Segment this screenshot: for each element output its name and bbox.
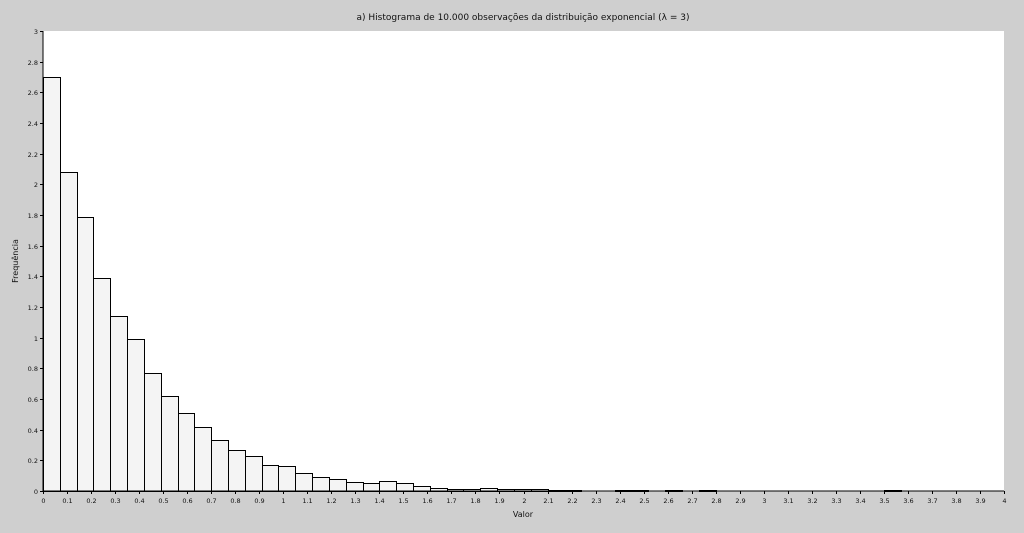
x-tick-label: 3.6 [903,497,913,505]
histogram-bar [194,427,212,492]
x-tick-label: 1.6 [422,497,432,505]
histogram-bar [396,483,414,492]
y-tick-label: 0.2 [28,457,38,465]
histogram-bar [278,466,296,492]
x-tick-label: 3.4 [855,497,865,505]
x-tick-label: 3.3 [831,497,841,505]
x-tick-label: 2.2 [567,497,577,505]
histogram-bar [110,316,128,492]
x-tick-label: 2.1 [543,497,553,505]
histogram-bars [43,77,902,492]
x-tick-label: 1.9 [494,497,504,505]
x-tick-label: 0.6 [182,497,192,505]
x-tick-label: 1.1 [302,497,312,505]
y-tick-label: 1.4 [28,273,38,281]
histogram-bar [161,396,179,492]
x-tick-label: 3.8 [951,497,961,505]
y-tick-label: 1.8 [28,212,38,220]
histogram-bar [379,481,397,492]
histogram-bar [43,77,61,492]
y-tick-label: 2.4 [28,120,38,128]
x-tick-label: 1.4 [374,497,384,505]
x-tick-label: 3.5 [879,497,889,505]
histogram-bar [93,278,111,492]
histogram-bar [295,473,313,492]
x-tick-label: 3.2 [807,497,817,505]
histogram-bar [60,172,78,492]
y-axis-label: Frequência [10,239,20,283]
histogram-bar [127,339,145,492]
x-tick-label: 1.2 [326,497,336,505]
histogram-bar [77,217,94,492]
histogram-bar [144,373,162,492]
x-tick-label: 3.1 [783,497,793,505]
histogram-bar [312,477,330,492]
x-tick-label: 0.9 [254,497,264,505]
x-tick-label: 0.8 [230,497,240,505]
x-tick-label: 1 [281,497,285,505]
x-tick-label: 3.9 [975,497,985,505]
x-tick-label: 0.7 [206,497,216,505]
y-tick-label: 2.6 [28,89,38,97]
plot-area [43,31,1004,491]
histogram-bar [228,450,246,492]
y-tick-label: 0.4 [28,427,38,435]
x-tick-label: 2.9 [735,497,745,505]
y-tick-label: 1 [34,335,38,343]
y-tick-label: 3 [34,28,38,36]
y-tick-label: 2 [34,181,38,189]
x-tick-label: 2.6 [663,497,673,505]
x-tick-label: 4 [1002,497,1006,505]
y-axis-ticks: 0 0.2 0.4 0.6 0.8 1 1.2 1.4 1.6 1.8 2 2.2 2.4 2.6 2.8 3 [28,28,43,496]
x-tick-label: 1.8 [470,497,480,505]
x-tick-label: 1.3 [350,497,360,505]
y-tick-label: 2.2 [28,151,38,159]
y-tick-label: 1.6 [28,243,38,251]
histogram-bar [245,456,263,492]
x-tick-label: 0.4 [134,497,144,505]
histogram-bar [262,465,279,492]
y-tick-label: 0.8 [28,365,38,373]
x-axis-ticks: 0 0.1 0.2 0.3 0.4 0.5 0.6 0.7 0.8 0.9 1 1.1 1.2 1.3 1.… [41,491,1007,505]
x-tick-label: 2.3 [591,497,601,505]
y-tick-label: 0.6 [28,396,38,404]
x-tick-label: 1.5 [398,497,408,505]
x-tick-label: 3 [762,497,766,505]
x-tick-label: 2 [522,497,526,505]
x-tick-label: 0.2 [86,497,96,505]
x-tick-label: 1.7 [446,497,456,505]
histogram-bar [346,482,364,492]
chart-title: a) Histograma de 10.000 observações da d… [357,13,690,23]
y-tick-label: 2.8 [28,59,38,67]
x-tick-label: 0.3 [110,497,120,505]
x-tick-label: 0.1 [62,497,72,505]
x-tick-label: 2.4 [615,497,625,505]
histogram-bar [363,483,380,492]
histogram-bar [178,413,195,492]
x-tick-label: 0.5 [158,497,168,505]
x-tick-label: 2.7 [687,497,697,505]
x-tick-label: 2.5 [639,497,649,505]
y-tick-label: 1.2 [28,304,38,312]
histogram-bar [211,440,229,492]
x-tick-label: 3.7 [927,497,937,505]
x-axis-label: Valor [513,510,534,519]
x-tick-label: 2.8 [711,497,721,505]
y-tick-label: 0 [34,488,38,496]
histogram-bar [329,479,347,492]
x-tick-label: 0 [41,497,45,505]
